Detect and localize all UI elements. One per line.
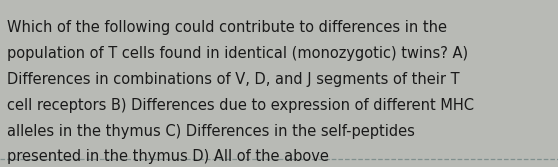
Text: Which of the following could contribute to differences in the: Which of the following could contribute … [7, 20, 448, 35]
Text: cell receptors B) Differences due to expression of different MHC: cell receptors B) Differences due to exp… [7, 98, 474, 113]
Text: Differences in combinations of V, D, and J segments of their T: Differences in combinations of V, D, and… [7, 72, 460, 87]
Text: alleles in the thymus C) Differences in the self-peptides: alleles in the thymus C) Differences in … [7, 124, 415, 139]
Text: population of T cells found in identical (monozygotic) twins? A): population of T cells found in identical… [7, 46, 468, 61]
Text: presented in the thymus D) All of the above: presented in the thymus D) All of the ab… [7, 149, 329, 164]
